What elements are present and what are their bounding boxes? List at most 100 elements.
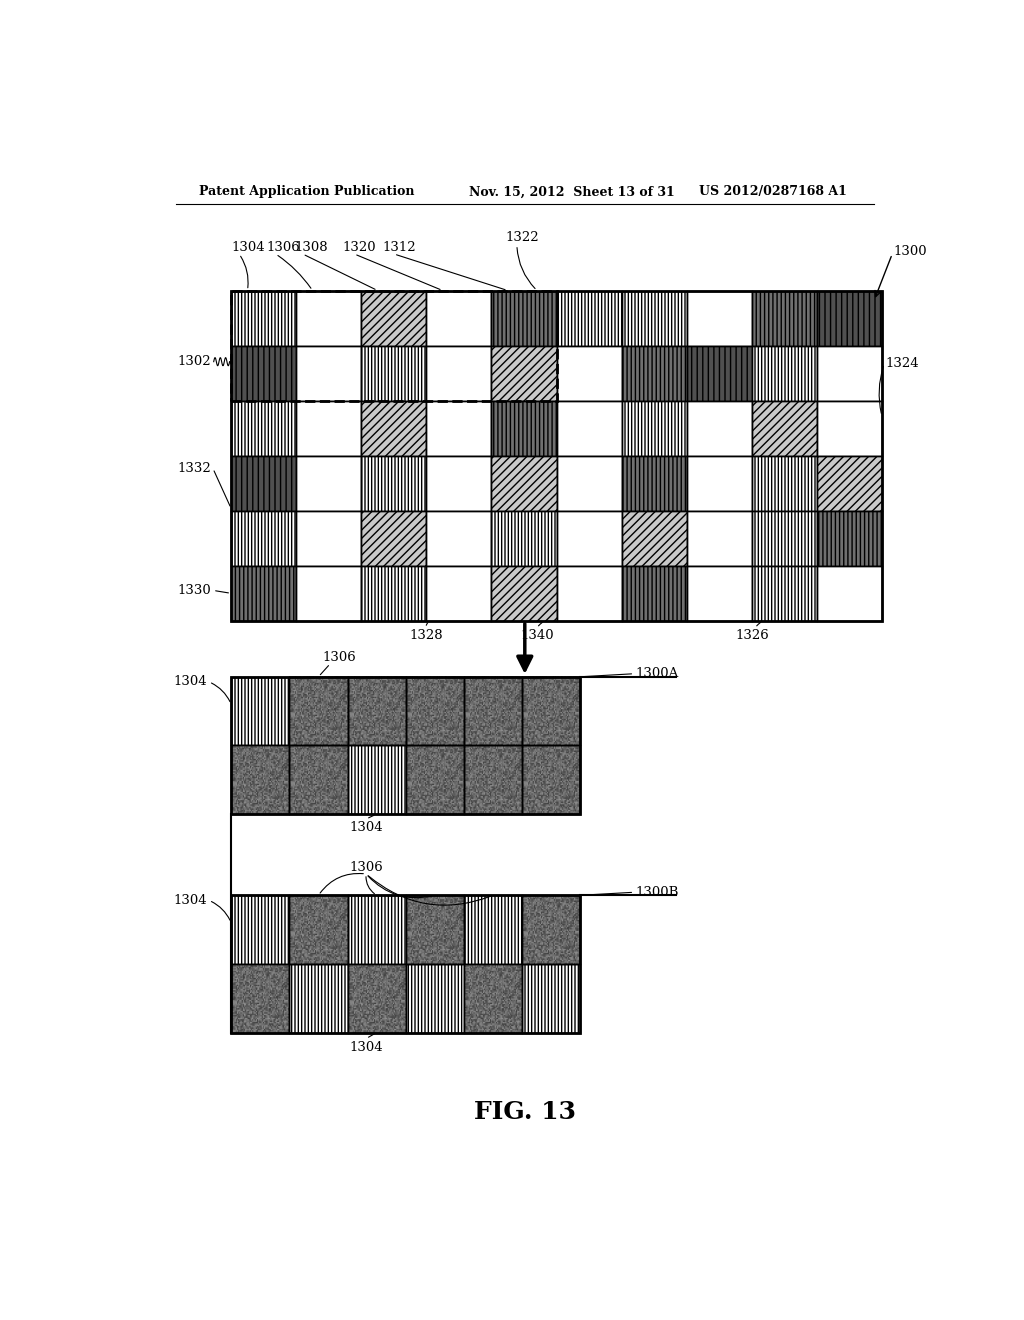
Bar [817,455,882,511]
Bar [361,290,426,346]
Bar [231,746,290,814]
Bar [817,346,882,401]
Bar [687,346,752,401]
Bar [622,346,687,401]
Bar [556,455,622,511]
Bar [522,677,581,746]
Bar [622,511,687,566]
Bar [290,964,347,1032]
Bar [556,346,622,401]
Text: 1300A: 1300A [636,667,679,680]
Text: Nov. 15, 2012  Sheet 13 of 31: Nov. 15, 2012 Sheet 13 of 31 [469,185,675,198]
Text: 1308: 1308 [295,242,329,253]
Bar [406,964,464,1032]
Text: 1306: 1306 [267,242,301,253]
Bar [296,511,361,566]
Bar [464,677,522,746]
Bar [556,290,622,346]
Bar [406,895,464,964]
Bar [622,566,687,620]
Bar [347,677,406,746]
Text: 1300B: 1300B [636,886,679,899]
Bar [464,746,522,814]
Bar [426,290,492,346]
Bar [426,566,492,620]
Text: FIG. 13: FIG. 13 [474,1100,575,1123]
Bar [752,401,817,455]
Text: 1306: 1306 [323,651,356,664]
Bar [231,290,882,620]
Bar [752,290,817,346]
Text: 1330: 1330 [177,583,211,597]
Bar [426,346,492,401]
Bar [556,566,622,620]
Bar [522,895,581,964]
Bar [347,964,406,1032]
Text: 1332: 1332 [177,462,211,475]
Bar [687,401,752,455]
Text: 1304: 1304 [174,894,207,907]
Text: 1326: 1326 [735,630,769,642]
Bar [290,746,347,814]
Text: 1322: 1322 [505,231,539,244]
Bar [492,455,557,511]
Bar [752,566,817,620]
Bar [406,677,464,746]
Bar [522,964,581,1032]
Bar [231,677,581,814]
Bar [687,566,752,620]
Bar [556,511,622,566]
Bar [231,566,296,620]
Bar [492,566,557,620]
Bar [522,746,581,814]
Bar [752,346,817,401]
Bar [296,290,361,346]
Bar [556,401,622,455]
Text: 1320: 1320 [342,242,376,253]
Bar [687,290,752,346]
Bar [426,401,492,455]
Bar [492,401,557,455]
Text: 1302: 1302 [178,355,211,368]
Bar [361,511,426,566]
Bar [622,455,687,511]
Text: 1312: 1312 [382,242,416,253]
Bar [231,964,290,1032]
Text: US 2012/0287168 A1: US 2012/0287168 A1 [699,185,847,198]
Bar [687,511,752,566]
Bar [347,746,406,814]
Text: 1328: 1328 [410,630,443,642]
Text: 1304: 1304 [349,821,383,834]
Bar [231,455,296,511]
Bar [817,566,882,620]
Bar [406,746,464,814]
Bar [622,401,687,455]
Bar [231,290,556,401]
Bar [464,964,522,1032]
Bar [361,401,426,455]
Bar [290,677,347,746]
Bar [296,566,361,620]
Bar [361,566,426,620]
Bar [296,455,361,511]
Bar [492,511,557,566]
Bar [426,455,492,511]
Bar [361,455,426,511]
Bar [231,677,290,746]
Bar [492,290,557,346]
Bar [817,290,882,346]
Bar [231,511,296,566]
Bar [290,895,347,964]
Bar [231,895,290,964]
Text: 1304: 1304 [174,676,207,688]
Bar [231,346,296,401]
Bar [752,455,817,511]
Bar [622,290,687,346]
Text: Patent Application Publication: Patent Application Publication [200,185,415,198]
Bar [361,346,426,401]
Bar [231,401,296,455]
Bar [687,455,752,511]
Bar [464,895,522,964]
Text: 1304: 1304 [231,242,265,253]
Bar [817,511,882,566]
